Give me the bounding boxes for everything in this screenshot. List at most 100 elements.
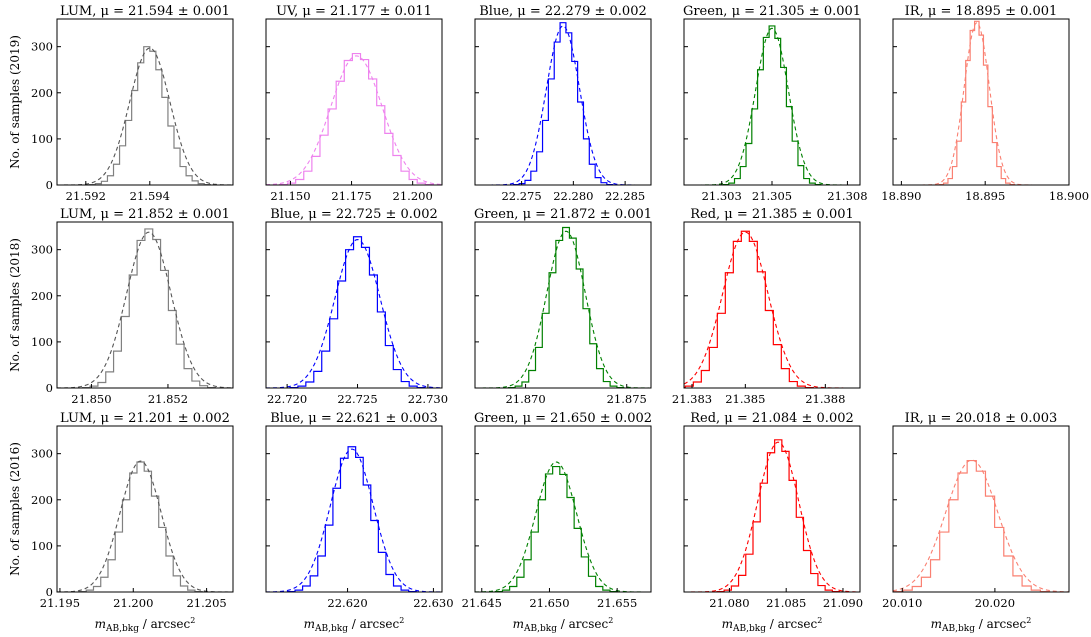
panel-title: LUM, μ = 21.852 ± 0.001 <box>60 207 230 222</box>
x-tick-label: 21.205 <box>186 596 226 610</box>
panel-blue-row1: Blue, μ = 22.725 ± 0.002 22.720 22.725 22.7… <box>265 207 448 406</box>
histogram-steps <box>81 228 216 388</box>
panel-uv-row0: UV, μ = 21.177 ± 0.011 21.150 21.175 21.200 <box>265 4 443 203</box>
x-tick-label: 21.388 <box>805 392 845 406</box>
x-tick-label: 21.090 <box>823 596 863 610</box>
axes-frame <box>265 18 443 186</box>
y-tick-label: 300 <box>31 447 53 461</box>
gaussian-fit-line <box>57 460 233 592</box>
x-tick-label: 18.890 <box>881 189 921 203</box>
x-axis-label: mAB,bkg / arcsec2 <box>931 616 1032 634</box>
y-axis-label-row-2: No. of samples (2016) <box>8 442 22 576</box>
axes-frame <box>474 425 652 593</box>
panel-ir-row2: IR, μ = 20.018 ± 0.003 20.010 20.020 <box>882 411 1070 610</box>
x-tick-label: 22.725 <box>337 392 377 406</box>
axes-frame <box>683 425 861 593</box>
histogram-steps <box>716 439 841 592</box>
histogram-steps <box>278 52 435 185</box>
y-axis-label-row-0: No. of samples (2019) <box>8 35 22 169</box>
x-tick-label: 21.650 <box>529 596 569 610</box>
histogram-steps <box>494 465 618 592</box>
x-tick-label: 21.385 <box>725 392 765 406</box>
axes-frame <box>474 221 652 389</box>
gaussian-fit-line <box>893 22 1069 185</box>
panels: LUM, μ = 21.594 ± 0.001 21.592 21.594 0 100 2… <box>31 4 1089 610</box>
panel-title: Green, μ = 21.305 ± 0.001 <box>683 4 861 19</box>
gaussian-fit-line <box>266 55 442 185</box>
y-tick-label: 0 <box>46 585 53 599</box>
y-tick-label: 100 <box>31 539 53 553</box>
y-tick-label: 300 <box>31 243 53 257</box>
panel-title: LUM, μ = 21.594 ± 0.001 <box>60 4 230 19</box>
panel-title: Blue, μ = 22.621 ± 0.003 <box>270 411 438 426</box>
x-axis-label: mAB,bkg / arcsec2 <box>513 616 614 634</box>
x-tick-label: 22.620 <box>327 596 367 610</box>
x-tick-label: 21.852 <box>148 392 188 406</box>
gaussian-fit-line <box>684 27 860 185</box>
x-tick-label: 21.200 <box>393 189 433 203</box>
x-tick-label: 22.280 <box>553 189 593 203</box>
y-tick-label: 200 <box>31 493 53 507</box>
histogram-steps <box>722 25 822 185</box>
x-tick-label: 21.870 <box>505 392 545 406</box>
x-tick-label: 18.895 <box>965 189 1005 203</box>
axes-frame <box>265 425 443 593</box>
gaussian-fit-line <box>684 441 860 592</box>
gaussian-fit-line <box>475 25 651 185</box>
axes-frame <box>56 18 234 186</box>
panel-title: Blue, μ = 22.725 ± 0.002 <box>270 207 438 222</box>
x-tick-label: 21.080 <box>709 596 749 610</box>
panel-lum-row0: LUM, μ = 21.594 ± 0.001 21.592 21.594 0 100 2… <box>31 4 234 203</box>
histogram-steps <box>512 22 614 185</box>
x-tick-label: 21.085 <box>766 596 806 610</box>
x-tick-label: 21.850 <box>71 392 111 406</box>
x-tick-label: 20.010 <box>882 596 922 610</box>
x-tick-label: 21.195 <box>40 596 80 610</box>
x-tick-label: 22.720 <box>267 392 307 406</box>
axes-frame <box>683 18 861 186</box>
panel-title: Green, μ = 21.872 ± 0.001 <box>474 207 652 222</box>
x-tick-label: 21.383 <box>672 392 712 406</box>
histogram-steps <box>289 236 426 388</box>
x-tick-label: 21.175 <box>331 189 371 203</box>
x-tick-label: 21.150 <box>270 189 310 203</box>
panel-title: LUM, μ = 21.201 ± 0.002 <box>60 411 230 426</box>
panel-green-row0: Green, μ = 21.305 ± 0.001 21.303 21.305 21.… <box>683 4 868 203</box>
axes-frame <box>56 425 234 593</box>
y-tick-label: 200 <box>31 289 53 303</box>
y-tick-label: 0 <box>46 178 53 192</box>
x-tick-label: 22.285 <box>605 189 645 203</box>
gaussian-fit-line <box>893 459 1069 592</box>
x-tick-label: 21.308 <box>827 189 867 203</box>
x-axis-label: mAB,bkg / arcsec2 <box>304 616 405 634</box>
panel-title: Blue, μ = 22.279 ± 0.002 <box>479 4 647 19</box>
x-tick-label: 21.655 <box>597 596 637 610</box>
x-tick-label: 21.875 <box>607 392 647 406</box>
gaussian-fit-line <box>266 448 442 592</box>
histogram-steps <box>938 20 1016 185</box>
axes-frame <box>474 18 652 186</box>
x-tick-label: 20.020 <box>975 596 1015 610</box>
y-axis-label-row-1: No. of samples (2018) <box>8 238 22 372</box>
panel-blue-row2: Blue, μ = 22.621 ± 0.003 22.620 22.630 <box>265 411 454 610</box>
y-tick-label: 100 <box>31 132 53 146</box>
gaussian-fit-line <box>475 461 651 592</box>
x-axis-labels: mAB,bkg / arcsec2 mAB,bkg / arcsec2 mAB,bk… <box>95 616 1032 634</box>
x-tick-label: 21.303 <box>702 189 742 203</box>
panel-red-row2: Red, μ = 21.084 ± 0.002 21.080 21.085 21.09… <box>683 411 863 610</box>
y-tick-label: 0 <box>46 381 53 395</box>
histogram-steps <box>88 46 211 185</box>
panel-blue-row0: Blue, μ = 22.279 ± 0.002 22.275 22.280 22.2… <box>474 4 652 203</box>
x-tick-label: 22.275 <box>501 189 541 203</box>
panel-lum-row2: LUM, μ = 21.201 ± 0.002 21.195 21.200 21.20… <box>31 411 234 610</box>
gaussian-fit-line <box>475 230 651 388</box>
panel-title: UV, μ = 21.177 ± 0.011 <box>276 4 432 19</box>
panel-red-row1: Red, μ = 21.385 ± 0.001 21.383 21.385 21.38… <box>672 207 861 406</box>
x-axis-label: mAB,bkg / arcsec2 <box>95 616 196 634</box>
histogram-steps <box>286 446 417 592</box>
histogram-steps <box>893 459 1051 592</box>
x-axis-label: mAB,bkg / arcsec2 <box>722 616 823 634</box>
axes-frame <box>683 221 861 389</box>
x-tick-label: 22.730 <box>408 392 448 406</box>
